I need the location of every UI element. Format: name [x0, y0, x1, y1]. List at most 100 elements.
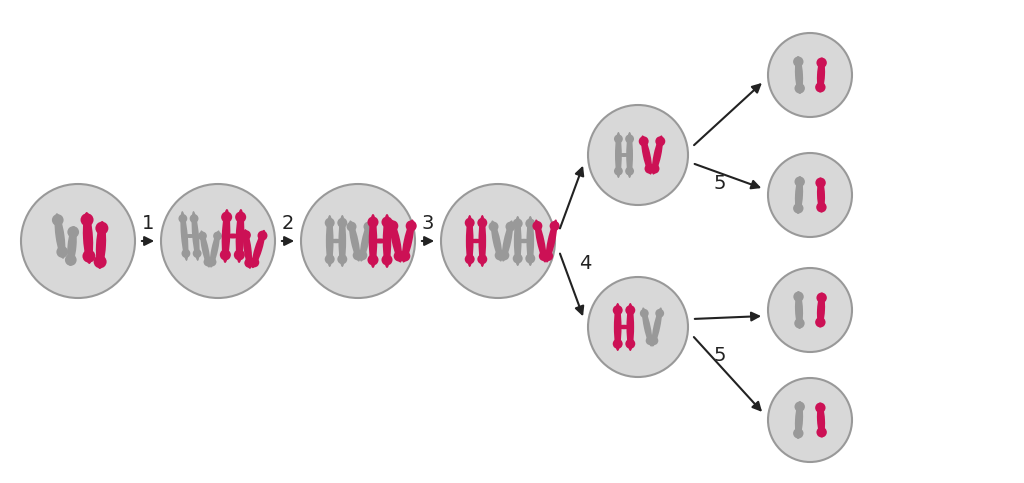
Ellipse shape: [96, 221, 106, 269]
Ellipse shape: [816, 57, 826, 68]
Circle shape: [22, 184, 135, 298]
Ellipse shape: [54, 213, 66, 259]
Ellipse shape: [639, 136, 648, 146]
Ellipse shape: [642, 307, 652, 347]
Ellipse shape: [815, 82, 825, 92]
Ellipse shape: [514, 216, 521, 266]
Ellipse shape: [506, 222, 515, 231]
Ellipse shape: [249, 257, 259, 268]
Ellipse shape: [326, 215, 334, 267]
Ellipse shape: [95, 222, 109, 235]
Ellipse shape: [56, 246, 68, 258]
Text: 5: 5: [714, 345, 726, 365]
Ellipse shape: [795, 291, 803, 329]
Ellipse shape: [817, 57, 825, 92]
Ellipse shape: [795, 176, 803, 214]
Ellipse shape: [617, 153, 630, 157]
Ellipse shape: [329, 239, 343, 243]
Ellipse shape: [526, 216, 535, 266]
Ellipse shape: [469, 239, 483, 243]
Ellipse shape: [349, 220, 360, 262]
Ellipse shape: [626, 305, 635, 315]
Ellipse shape: [517, 239, 530, 243]
Ellipse shape: [795, 56, 803, 94]
Ellipse shape: [382, 216, 392, 227]
Ellipse shape: [198, 231, 207, 241]
Ellipse shape: [382, 255, 392, 266]
Ellipse shape: [339, 215, 346, 267]
Ellipse shape: [401, 219, 414, 263]
Ellipse shape: [257, 231, 267, 241]
Text: 2: 2: [282, 213, 294, 232]
Ellipse shape: [644, 164, 654, 174]
Ellipse shape: [626, 134, 634, 143]
Ellipse shape: [627, 303, 634, 351]
Circle shape: [768, 33, 852, 117]
Ellipse shape: [200, 230, 210, 268]
Ellipse shape: [241, 230, 251, 240]
Ellipse shape: [795, 318, 805, 328]
Text: 5: 5: [714, 173, 726, 193]
Ellipse shape: [817, 293, 825, 327]
Ellipse shape: [815, 402, 825, 413]
Circle shape: [768, 268, 852, 352]
Ellipse shape: [81, 213, 93, 227]
Ellipse shape: [369, 214, 377, 268]
Ellipse shape: [795, 401, 805, 412]
Ellipse shape: [236, 209, 245, 263]
Ellipse shape: [52, 214, 63, 226]
Ellipse shape: [495, 250, 505, 260]
Text: 4: 4: [579, 254, 591, 272]
Ellipse shape: [816, 202, 826, 213]
Ellipse shape: [178, 214, 187, 223]
Ellipse shape: [612, 339, 623, 349]
Ellipse shape: [490, 220, 503, 262]
Ellipse shape: [478, 215, 486, 267]
Ellipse shape: [816, 427, 826, 438]
Ellipse shape: [613, 303, 622, 351]
Ellipse shape: [646, 336, 654, 345]
Circle shape: [588, 105, 688, 205]
Ellipse shape: [795, 176, 805, 187]
Ellipse shape: [488, 222, 499, 231]
Ellipse shape: [550, 221, 559, 231]
Circle shape: [441, 184, 555, 298]
Ellipse shape: [325, 218, 335, 228]
Ellipse shape: [532, 221, 543, 231]
Ellipse shape: [180, 211, 188, 261]
Ellipse shape: [817, 178, 825, 213]
Ellipse shape: [655, 309, 665, 318]
Ellipse shape: [368, 216, 379, 227]
Ellipse shape: [357, 250, 368, 260]
Ellipse shape: [626, 167, 634, 175]
Text: 1: 1: [141, 213, 155, 232]
Ellipse shape: [245, 258, 254, 268]
Ellipse shape: [794, 428, 804, 439]
Ellipse shape: [359, 220, 371, 262]
Ellipse shape: [627, 132, 633, 178]
Ellipse shape: [794, 57, 804, 67]
Ellipse shape: [535, 219, 547, 263]
Ellipse shape: [466, 215, 473, 267]
Ellipse shape: [337, 254, 347, 264]
Ellipse shape: [368, 255, 379, 266]
Ellipse shape: [651, 307, 663, 347]
Ellipse shape: [612, 305, 623, 315]
Ellipse shape: [93, 256, 106, 268]
Ellipse shape: [649, 336, 658, 345]
Ellipse shape: [655, 136, 666, 146]
Ellipse shape: [346, 222, 356, 231]
Ellipse shape: [68, 226, 77, 266]
Ellipse shape: [208, 257, 216, 267]
Ellipse shape: [189, 214, 199, 223]
Circle shape: [768, 153, 852, 237]
Ellipse shape: [525, 254, 536, 263]
Ellipse shape: [617, 325, 631, 329]
Ellipse shape: [816, 293, 826, 303]
Ellipse shape: [399, 251, 411, 262]
Ellipse shape: [221, 209, 230, 263]
Ellipse shape: [252, 230, 265, 268]
Ellipse shape: [513, 254, 522, 263]
Ellipse shape: [393, 251, 404, 262]
Circle shape: [768, 378, 852, 462]
